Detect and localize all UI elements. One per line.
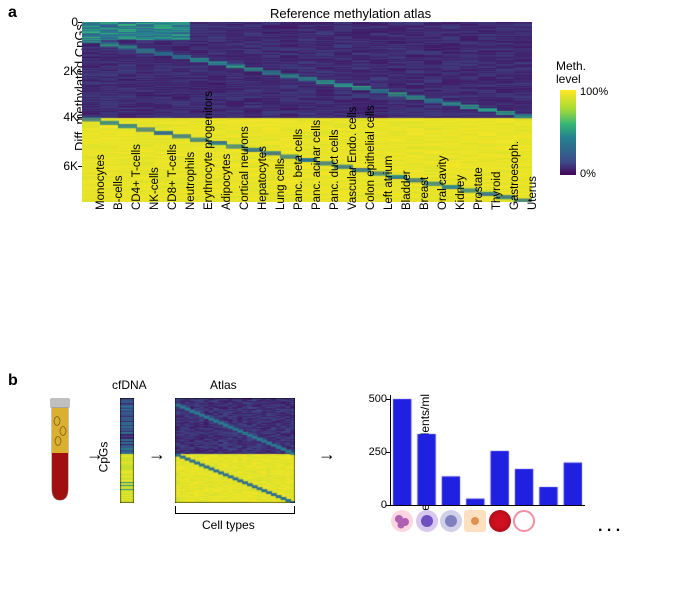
panel-b-label: b <box>8 372 18 390</box>
celltypes-bracket <box>175 506 295 514</box>
x-labels: MonocytesB-cellsCD4+ T-cellsNK-cellsCD8+… <box>82 204 532 354</box>
x-label: Uterus <box>527 176 539 210</box>
colorbar-max: 100% <box>580 86 608 98</box>
x-label: Kidney <box>455 175 467 210</box>
y-tick-mark <box>78 117 82 118</box>
y-tick-label: 4K <box>48 110 78 124</box>
cell-icons-row <box>390 510 590 540</box>
x-label: Cortical neurons <box>239 126 251 210</box>
x-label: Prostate <box>473 167 485 210</box>
x-label: Gastroesoph. <box>509 141 521 210</box>
cfdna-strip <box>120 398 134 503</box>
y-tick-label: 0 <box>48 15 78 29</box>
x-label: Hepatocytes <box>257 146 269 210</box>
colorbar-title-2: level <box>556 72 581 86</box>
ellipsis: . . . <box>598 518 620 536</box>
cell-icon <box>440 510 462 532</box>
x-label: Left atrium <box>383 156 395 210</box>
y-tick-mark <box>78 71 82 72</box>
colorbar-title-1: Meth. <box>556 59 586 73</box>
colorbar-min: 0% <box>580 168 596 180</box>
cell-icon <box>416 510 438 532</box>
colorbar <box>560 90 576 175</box>
x-label: Panc. beta cells <box>293 129 305 210</box>
arrow-3-icon: → <box>318 444 336 465</box>
x-label: CD4+ T-cells <box>131 144 143 210</box>
cpg-label: CpGs <box>96 442 110 473</box>
x-label: Thyroid <box>491 172 503 210</box>
x-label: Oral cavity <box>437 156 449 210</box>
x-label: Vascular Endo. cells <box>347 107 359 210</box>
atlas-mini-label: Atlas <box>210 378 237 392</box>
y-tick-label: 2K <box>48 64 78 78</box>
x-label: Panc. duct cells <box>329 129 341 210</box>
blood-tube-icon <box>46 398 74 503</box>
cell-icon <box>489 510 511 532</box>
bar-y-tick: 0 <box>357 499 387 511</box>
x-label: Erythrocyte progenitors <box>203 91 215 210</box>
atlas-mini-heatmap <box>175 398 295 503</box>
y-tick-mark <box>78 166 82 167</box>
x-label: Bladder <box>401 170 413 210</box>
x-label: NK-cells <box>149 167 161 210</box>
x-label: Colon epithelial cells <box>365 105 377 210</box>
x-label: Breast <box>419 177 431 210</box>
atlas-title: Reference methylation atlas <box>270 6 431 21</box>
bar-y-tick: 250 <box>357 446 387 458</box>
x-label: Neutrophils <box>185 152 197 210</box>
x-label: CD8+ T-cells <box>167 144 179 210</box>
arrow-2-icon: → <box>148 444 166 465</box>
cell-icon <box>464 510 486 532</box>
barchart <box>390 395 585 505</box>
y-tick-label: 6K <box>48 159 78 173</box>
x-label: Lung cells <box>275 158 287 210</box>
bar-y-tick: 500 <box>357 393 387 405</box>
x-label: Monocytes <box>95 154 107 210</box>
cfdna-label: cfDNA <box>112 378 147 392</box>
x-label: Adipocytes <box>221 154 233 210</box>
y-tick-mark <box>78 22 82 23</box>
x-label: B-cells <box>113 175 125 210</box>
cell-icon <box>391 510 413 532</box>
cell-icon <box>513 510 535 532</box>
bar-x-axis <box>390 505 585 506</box>
panel-a-label: a <box>8 4 17 22</box>
x-label: Panc. acinar cells <box>311 120 323 210</box>
bar-y-axis <box>390 395 391 505</box>
colorbar-title: Meth. level <box>556 60 586 86</box>
celltypes-label: Cell types <box>202 518 255 532</box>
